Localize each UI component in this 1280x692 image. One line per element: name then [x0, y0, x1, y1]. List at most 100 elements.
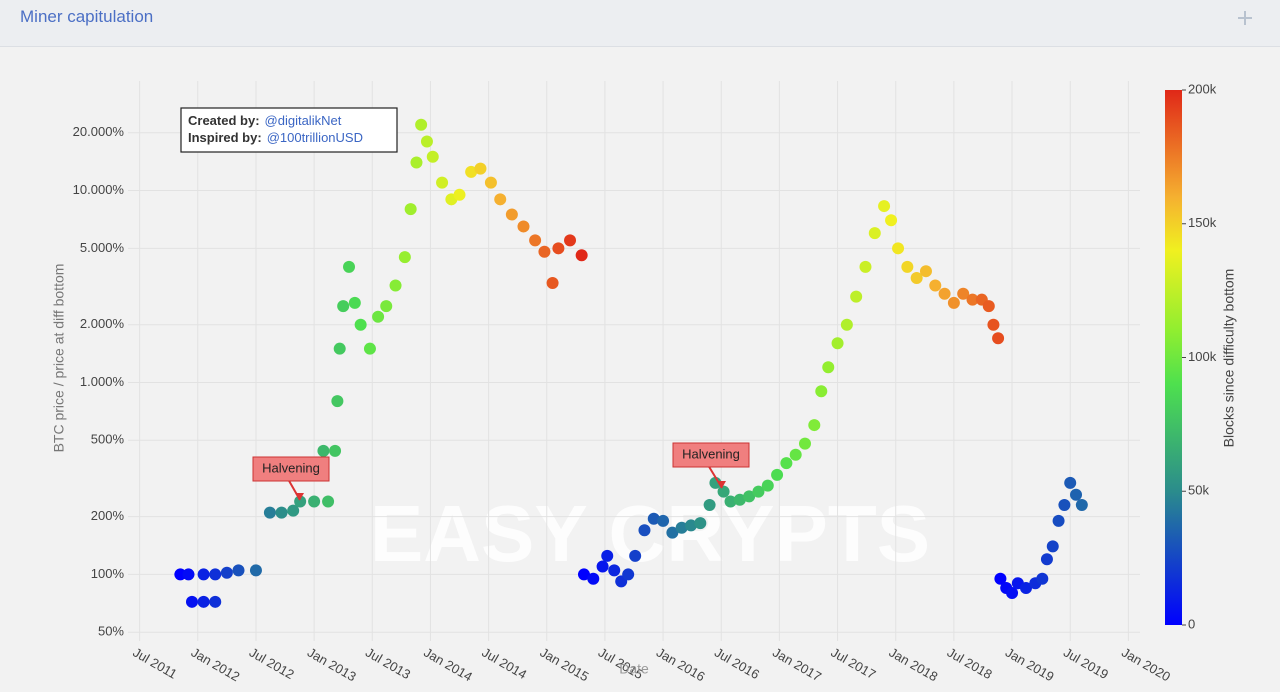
point — [308, 495, 321, 508]
point — [363, 342, 376, 355]
point — [910, 272, 923, 285]
point — [601, 549, 614, 562]
x-tick-label: Jul 2018 — [945, 645, 995, 683]
point — [892, 242, 905, 255]
x-tick-label: Jul 2016 — [712, 645, 762, 683]
point — [415, 118, 428, 131]
point — [798, 437, 811, 450]
point — [622, 568, 635, 581]
point — [410, 156, 423, 169]
annotation-box — [252, 456, 330, 482]
point — [629, 549, 642, 562]
point — [694, 517, 707, 530]
point — [761, 479, 774, 492]
point — [389, 279, 402, 292]
point — [868, 227, 881, 240]
point — [275, 506, 288, 519]
point — [436, 176, 449, 189]
point — [263, 506, 276, 519]
point — [675, 521, 688, 534]
annotation-arrowhead — [717, 481, 726, 488]
point — [1040, 553, 1053, 566]
x-tick-label: Jan 2016 — [654, 645, 708, 685]
point — [426, 150, 439, 163]
x-tick-label: Jul 2019 — [1061, 645, 1111, 683]
point — [808, 419, 821, 432]
point — [717, 485, 730, 498]
point — [992, 332, 1005, 345]
point — [901, 260, 914, 273]
point — [929, 279, 942, 292]
header: Miner capitulation — [0, 0, 1280, 47]
point — [596, 560, 609, 573]
point — [966, 293, 979, 306]
colorbar-tick-label: 100k — [1188, 349, 1217, 364]
point — [529, 234, 542, 247]
point — [494, 193, 507, 206]
x-tick-label: Jan 2015 — [538, 645, 592, 685]
point — [380, 300, 393, 313]
point — [343, 260, 356, 273]
point — [249, 564, 262, 577]
point — [185, 595, 198, 608]
credit-label: Created by: — [188, 113, 260, 128]
point — [815, 385, 828, 398]
point — [771, 468, 784, 481]
x-tick-label: Jan 2013 — [305, 645, 359, 685]
point — [780, 457, 793, 470]
credit-link: @100trillionUSD — [267, 130, 363, 145]
point — [947, 296, 960, 309]
point — [577, 568, 590, 581]
move-icon[interactable] — [1238, 11, 1252, 25]
point — [709, 476, 722, 489]
x-tick-label: Jan 2018 — [887, 645, 941, 685]
point — [474, 162, 487, 175]
point — [197, 595, 210, 608]
point — [465, 165, 478, 178]
point — [517, 220, 530, 233]
y-tick-label: 20.000% — [73, 124, 125, 139]
point — [322, 495, 335, 508]
annotation-arrowhead — [295, 493, 304, 500]
point — [1070, 488, 1083, 501]
point — [789, 448, 802, 461]
point — [1006, 587, 1019, 600]
point — [1046, 540, 1059, 553]
point — [859, 260, 872, 273]
x-tick-label: Jul 2017 — [828, 645, 878, 683]
point — [182, 568, 195, 581]
point — [938, 287, 951, 300]
point — [638, 524, 651, 537]
credit-box — [180, 107, 398, 153]
point — [587, 572, 600, 585]
credit-line: Created by: @digitalikNet — [188, 113, 342, 128]
point — [348, 296, 361, 309]
point — [564, 234, 577, 247]
colorbar-title: Blocks since difficulty bottom — [1221, 269, 1237, 448]
y-tick-label: 500% — [91, 432, 125, 447]
point — [840, 318, 853, 331]
y-tick-label: 2.000% — [80, 316, 125, 331]
annotation-box — [672, 442, 750, 468]
point — [733, 493, 746, 506]
x-axis-title: Date — [619, 661, 649, 677]
point — [209, 568, 222, 581]
point — [957, 287, 970, 300]
colorbar — [1165, 90, 1182, 625]
point — [232, 564, 245, 577]
x-tick-label: Jan 2012 — [189, 645, 243, 685]
point — [1052, 514, 1065, 527]
point — [703, 498, 716, 511]
point — [317, 444, 330, 457]
point — [919, 265, 932, 278]
point — [878, 200, 891, 213]
point — [608, 564, 621, 577]
point — [420, 135, 433, 148]
point — [752, 485, 765, 498]
credit-line: Inspired by: @100trillionUSD — [188, 130, 363, 145]
credit-link: @digitalikNet — [265, 113, 342, 128]
x-tick-label: Jan 2019 — [1003, 645, 1057, 685]
point — [885, 214, 898, 227]
